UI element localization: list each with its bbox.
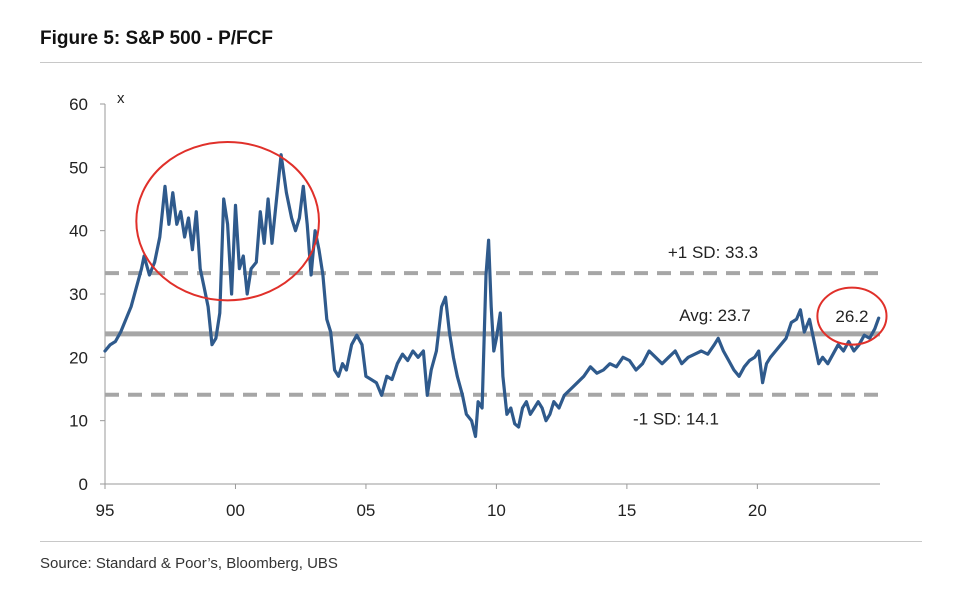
highlight-circle <box>135 141 320 302</box>
x-tick-label: 20 <box>748 501 767 520</box>
y-tick-label: 10 <box>69 412 88 431</box>
x-tick-label: 05 <box>356 501 375 520</box>
y-tick-label: 20 <box>69 348 88 367</box>
axes: 0 10 20 30 40 50 60 x 95 00 05 10 15 20 <box>69 90 880 520</box>
highlight-circle <box>816 286 888 346</box>
pfcf-series-line <box>103 153 881 439</box>
reference-line-label: +1 SD: 33.3 <box>668 243 758 262</box>
y-tick-label: 30 <box>69 285 88 304</box>
reference-line-label: Avg: 23.7 <box>679 306 751 325</box>
x-tick-label: 00 <box>226 501 245 520</box>
x-tick-label: 15 <box>617 501 636 520</box>
y-axis-label: x <box>117 90 125 107</box>
y-tick-label: 60 <box>69 95 88 114</box>
annotations: 26.2 <box>135 141 888 346</box>
x-tick-label: 95 <box>96 501 115 520</box>
series-layer <box>103 153 881 439</box>
source-note: Source: Standard & Poor’s, Bloomberg, UB… <box>40 555 338 572</box>
y-tick-label: 0 <box>79 475 88 494</box>
x-tick-label: 10 <box>487 501 506 520</box>
reference-line-label: -1 SD: 14.1 <box>633 410 719 429</box>
y-tick-label: 40 <box>69 222 88 241</box>
latest-value-label: 26.2 <box>835 307 868 326</box>
top-divider <box>40 62 922 63</box>
figure-title: Figure 5: S&P 500 - P/FCF <box>40 28 273 49</box>
bottom-divider <box>40 541 922 542</box>
y-tick-label: 50 <box>69 158 88 177</box>
pfcf-line-chart: 0 10 20 30 40 50 60 x 95 00 05 10 15 20 +1 SD: 33.3 Av… <box>69 90 888 520</box>
